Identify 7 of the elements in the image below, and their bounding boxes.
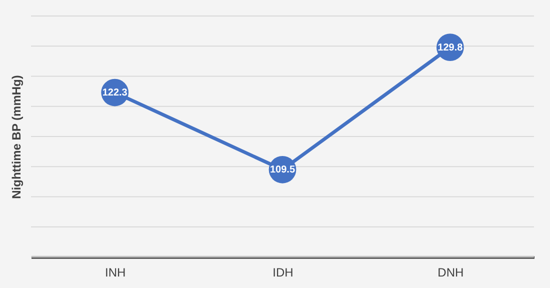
data-label: 109.5 xyxy=(270,164,296,176)
data-label: 122.3 xyxy=(102,88,128,99)
data-label: 129.8 xyxy=(438,42,464,54)
x-tick-label: INH xyxy=(104,266,126,280)
x-tick-label: IDH xyxy=(272,266,294,280)
y-axis-title: Nighttime BP (mmHg) xyxy=(10,75,24,199)
x-tick-label: DNH xyxy=(438,266,464,280)
